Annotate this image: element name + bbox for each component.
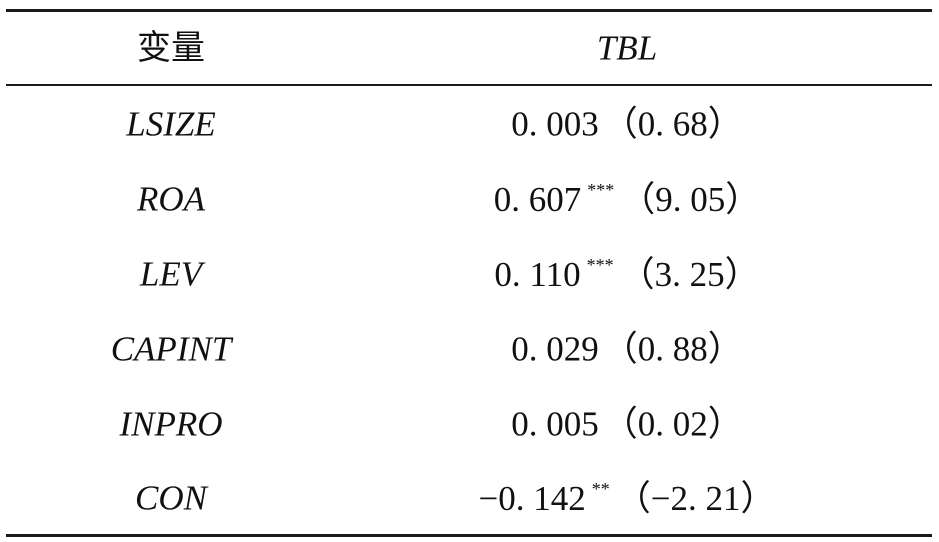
row-coef: 0. 029 — [511, 329, 599, 369]
row-variable: INPRO — [119, 404, 223, 444]
row-tstat: （0. 02） — [602, 404, 743, 444]
row-value: 0. 029 （0. 88） — [511, 332, 743, 367]
top-rule — [6, 9, 932, 12]
row-tstat: （−2. 21） — [615, 479, 776, 518]
row-tstat: （0. 68） — [602, 104, 743, 144]
row-coef: 0. 110 — [494, 255, 581, 294]
row-tstat: （0. 88） — [602, 329, 743, 369]
row-value: 0. 110 *** （3. 25） — [494, 256, 759, 292]
header-value: TBL — [596, 28, 658, 68]
row-value: 0. 003 （0. 68） — [511, 107, 743, 142]
header-variable: 变量 — [137, 28, 205, 68]
significance-stars: *** — [587, 180, 615, 200]
bottom-rule — [6, 534, 932, 537]
row-value: 0. 005 （0. 02） — [511, 407, 743, 442]
row-coef: 0. 003 — [511, 104, 599, 144]
row-coef: 0. 005 — [511, 404, 599, 444]
row-tstat: （9. 05） — [620, 180, 761, 219]
row-variable: CON — [135, 478, 207, 518]
row-variable: LSIZE — [126, 104, 216, 144]
significance-stars: ** — [591, 479, 610, 499]
row-coef: 0. 607 — [493, 180, 582, 219]
row-value: 0. 607 *** （9. 05） — [494, 181, 761, 217]
row-value: −0. 142 ** （−2. 21） — [479, 480, 776, 516]
significance-stars: *** — [586, 255, 614, 275]
header-rule — [6, 84, 932, 86]
row-variable: CAPINT — [110, 329, 232, 369]
row-coef: −0. 142 — [478, 479, 586, 518]
row-tstat: （3. 25） — [619, 255, 760, 294]
row-variable: ROA — [136, 179, 206, 219]
row-variable: LEV — [139, 254, 203, 294]
